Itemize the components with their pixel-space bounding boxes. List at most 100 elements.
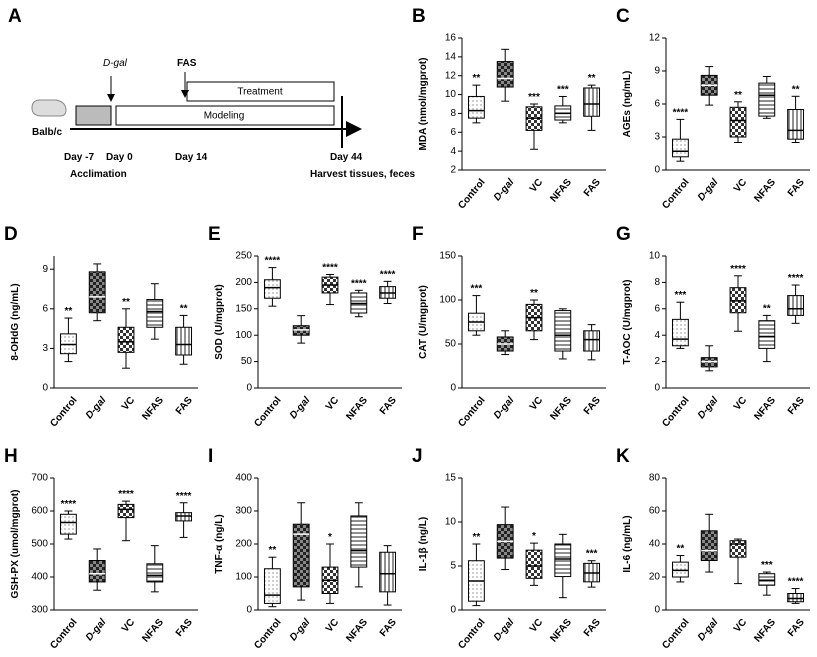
x-tick-label: D-gal bbox=[696, 395, 721, 421]
drug-label: D-gal bbox=[103, 58, 128, 69]
y-tick-label: 200 bbox=[235, 277, 252, 288]
harvest-label: Harvest tissues, feces bbox=[310, 169, 416, 180]
day-label: Day 0 bbox=[106, 152, 133, 163]
y-tick-label: 300 bbox=[235, 506, 252, 517]
box-chart: I TNF-α (ng/L) 0 100 200 300 400 ** Control D-gal… bbox=[208, 446, 402, 651]
significance: **** bbox=[788, 273, 804, 284]
y-tick-label: 5 bbox=[450, 561, 456, 572]
y-tick-label: 100 bbox=[235, 330, 252, 341]
box-chart: B MDA (nmol/mgprot) 2 4 6 8 10 12 14 16 ** Control D… bbox=[412, 6, 606, 211]
significance: ** bbox=[180, 303, 188, 314]
box bbox=[379, 551, 397, 593]
x-tick-label: NFAS bbox=[548, 617, 574, 645]
y-tick-label: 12 bbox=[649, 33, 661, 44]
day-label: Day -7 bbox=[64, 152, 94, 163]
x-tick-label: FAS bbox=[378, 617, 399, 639]
y-tick-label: 16 bbox=[445, 33, 457, 44]
x-tick-label: VC bbox=[120, 617, 137, 635]
y-tick-label: 3 bbox=[42, 343, 48, 354]
box bbox=[671, 561, 689, 578]
y-tick-label: 200 bbox=[235, 539, 252, 550]
box bbox=[787, 593, 805, 603]
box bbox=[117, 326, 135, 353]
box bbox=[175, 512, 193, 522]
box-chart: D 8-OHdG (ng/mL) 0 3 6 9 ** Control D-gal ** VC NFA… bbox=[4, 224, 198, 429]
y-tick-label: 15 bbox=[445, 473, 457, 484]
significance: **** bbox=[322, 262, 338, 273]
y-tick-label: 0 bbox=[450, 605, 456, 616]
box bbox=[146, 299, 164, 328]
box bbox=[467, 95, 485, 119]
y-axis-label: CAT (U/mgprot) bbox=[418, 285, 429, 359]
box bbox=[88, 271, 106, 314]
x-tick-label: NFAS bbox=[344, 617, 370, 645]
box bbox=[671, 318, 689, 347]
panel-label: G bbox=[616, 224, 631, 245]
y-tick-label: 0 bbox=[654, 605, 660, 616]
box bbox=[263, 279, 281, 299]
box bbox=[758, 573, 776, 586]
acclimation-label: Acclimation bbox=[70, 169, 127, 180]
significance: *** bbox=[557, 84, 569, 95]
y-axis-label: SOD (U/mgprot) bbox=[214, 284, 225, 360]
y-tick-label: 20 bbox=[649, 572, 661, 583]
y-tick-label: 6 bbox=[450, 127, 456, 138]
significance: ** bbox=[588, 73, 596, 84]
x-tick-label: Control bbox=[660, 177, 691, 211]
significance: **** bbox=[118, 489, 134, 500]
y-tick-label: 0 bbox=[654, 165, 660, 176]
x-tick-label: NFAS bbox=[752, 617, 778, 645]
panel-label: K bbox=[616, 446, 630, 467]
x-tick-label: VC bbox=[120, 395, 137, 413]
significance: ** bbox=[530, 288, 538, 299]
y-tick-label: 12 bbox=[445, 70, 457, 81]
box bbox=[729, 540, 747, 558]
significance: **** bbox=[380, 269, 396, 280]
x-tick-label: FAS bbox=[582, 395, 603, 417]
box bbox=[59, 513, 77, 535]
significance: **** bbox=[788, 577, 804, 588]
significance: *** bbox=[761, 560, 773, 571]
significance: ** bbox=[792, 84, 800, 95]
x-tick-label: D-gal bbox=[84, 395, 109, 421]
x-tick-label: VC bbox=[528, 177, 545, 195]
box bbox=[787, 295, 805, 316]
x-tick-label: D-gal bbox=[288, 395, 313, 421]
box-chart: K IL-6 (ng/mL) 0 20 40 60 80 ** Control D-gal VC **… bbox=[616, 446, 810, 651]
box bbox=[554, 310, 572, 352]
mouse-icon bbox=[31, 99, 67, 117]
x-tick-label: NFAS bbox=[548, 395, 574, 423]
x-tick-label: FAS bbox=[786, 177, 807, 199]
significance: *** bbox=[675, 290, 687, 301]
x-tick-label: FAS bbox=[174, 395, 195, 417]
x-tick-label: NFAS bbox=[752, 395, 778, 423]
y-axis-label: 8-OHdG (ng/mL) bbox=[10, 283, 21, 360]
acclimation-box bbox=[75, 105, 112, 126]
box-chart: F CAT (U/mgprot) 0 50 100 150 *** Control D-gal *… bbox=[412, 224, 606, 429]
box-chart: C AGEs (ng/mL) 0 3 6 9 12 **** Control D-gal ** VC N… bbox=[616, 6, 810, 211]
y-tick-label: 0 bbox=[246, 605, 252, 616]
box bbox=[525, 549, 543, 579]
y-tick-label: 700 bbox=[31, 473, 48, 484]
panel-label: H bbox=[4, 446, 18, 467]
y-tick-label: 2 bbox=[450, 165, 456, 176]
x-tick-label: FAS bbox=[378, 395, 399, 417]
modeling-box bbox=[115, 105, 335, 126]
x-tick-label: D-gal bbox=[492, 177, 517, 203]
y-axis-label: IL-1β (ng/L) bbox=[418, 517, 429, 571]
y-tick-label: 4 bbox=[654, 330, 660, 341]
significance: ** bbox=[763, 303, 771, 314]
significance: **** bbox=[265, 256, 281, 267]
significance: ** bbox=[269, 545, 277, 556]
y-tick-label: 50 bbox=[241, 356, 253, 367]
box bbox=[583, 330, 601, 352]
day-label: Day 44 bbox=[330, 152, 363, 163]
significance: * bbox=[328, 532, 332, 543]
significance: **** bbox=[176, 491, 192, 502]
y-tick-label: 8 bbox=[654, 277, 660, 288]
y-tick-label: 100 bbox=[439, 295, 456, 306]
box bbox=[175, 326, 193, 356]
panel-label: C bbox=[616, 6, 630, 27]
x-tick-label: FAS bbox=[582, 617, 603, 639]
